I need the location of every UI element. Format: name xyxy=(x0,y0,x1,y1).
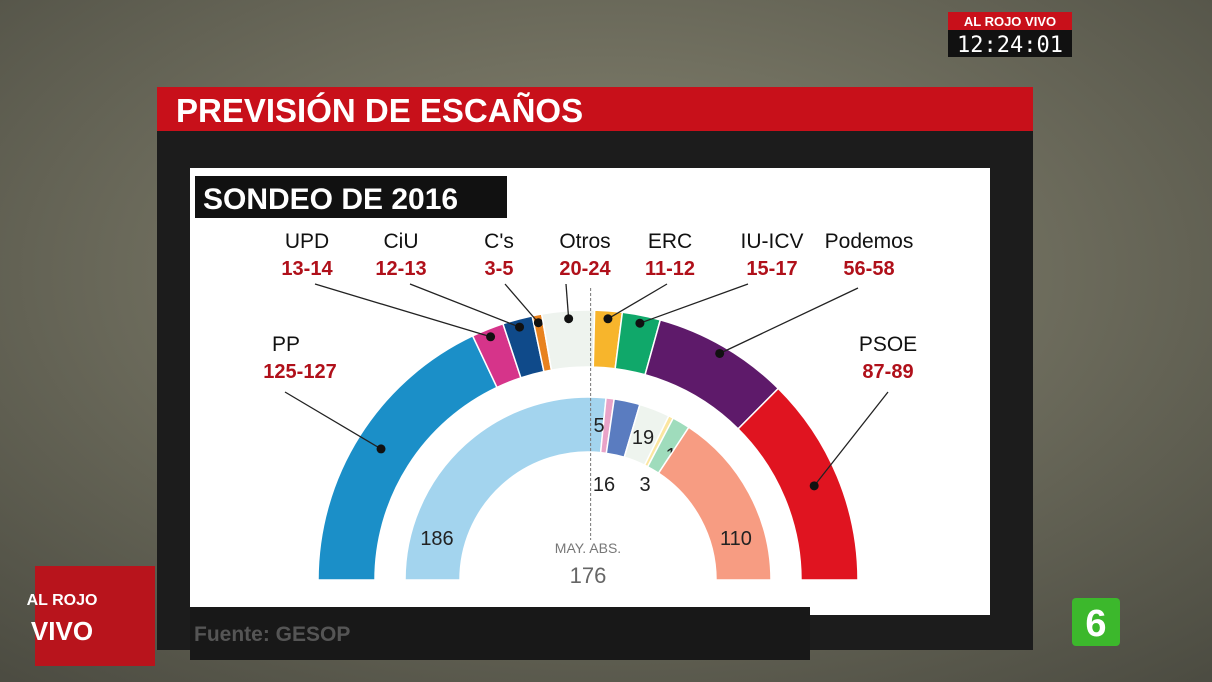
seat-count: 186 xyxy=(420,528,453,550)
seat-count: 16 xyxy=(593,474,615,496)
leader-line xyxy=(607,283,668,320)
seat-range: 87-89 xyxy=(862,361,913,383)
program-badge xyxy=(948,12,1072,30)
clock-box xyxy=(948,30,1072,57)
leader-line xyxy=(504,283,539,324)
seat-arc-previous xyxy=(657,426,772,581)
clock: 12:24:01 xyxy=(957,33,1063,58)
seat-count: 110 xyxy=(720,528,752,550)
logo-box xyxy=(35,566,155,666)
seat-range: 3-5 xyxy=(485,258,514,280)
leader-dot xyxy=(715,348,725,358)
leader-dot xyxy=(809,481,819,491)
leader-line xyxy=(314,283,491,338)
party-name: C's xyxy=(484,230,514,253)
seat-count: 3 xyxy=(639,474,650,496)
leader-dot xyxy=(533,318,543,328)
header-title: PREVISIÓN DE ESCAÑOS xyxy=(176,92,583,129)
leader-dot xyxy=(635,318,645,328)
leader-dot xyxy=(603,314,613,324)
party-name: Otros xyxy=(559,230,610,253)
leader-dot xyxy=(515,322,525,332)
header-bar xyxy=(157,87,1033,131)
party-name: PP xyxy=(272,333,300,356)
seat-range: 56-58 xyxy=(843,258,894,280)
source: Fuente: GESOP xyxy=(194,623,350,646)
logo-line: VIVO xyxy=(31,616,93,646)
leader-line xyxy=(813,391,889,487)
seat-arc-previous xyxy=(404,396,607,581)
leader-dot xyxy=(564,314,574,324)
leader-dot xyxy=(376,444,386,454)
leader-line xyxy=(409,283,520,328)
majority-label: MAY. ABS. xyxy=(555,540,621,556)
seat-arc xyxy=(737,387,859,581)
source-bar xyxy=(190,607,810,660)
party-name: IU-ICV xyxy=(741,230,804,253)
hemicycle: PP 125-127 UPD 13-14 CiU 12-13 C's 3-5 Otros 20-2… xyxy=(263,230,917,588)
seat-range: 13-14 xyxy=(281,258,333,280)
seat-count: 5 xyxy=(593,415,604,437)
seat-count: 19 xyxy=(632,427,654,449)
party-name: PSOE xyxy=(859,333,917,356)
party-name: CiU xyxy=(384,230,419,253)
leader-line xyxy=(565,283,570,319)
seat-range: 20-24 xyxy=(559,258,611,280)
program-name: AL ROJO VIVO xyxy=(964,14,1056,29)
party-name: Podemos xyxy=(825,230,914,253)
logo-line: AL ROJO xyxy=(27,592,98,609)
seat-range: 12-13 xyxy=(375,258,426,280)
party-name: ERC xyxy=(648,230,692,253)
title-box xyxy=(195,176,507,218)
seat-range: 125-127 xyxy=(263,361,336,383)
seat-range: 11-12 xyxy=(645,258,695,280)
leader-line xyxy=(639,283,749,324)
seat-range: 15-17 xyxy=(746,258,797,280)
leader-line xyxy=(284,391,382,450)
channel-logo xyxy=(1072,598,1120,646)
leader-dot xyxy=(486,332,496,342)
chart-title: SONDEO DE 2016 xyxy=(203,183,458,216)
channel-number: 6 xyxy=(1085,603,1106,645)
party-name: UPD xyxy=(285,230,329,253)
majority-value: 176 xyxy=(570,563,607,588)
leader-line xyxy=(719,287,859,355)
